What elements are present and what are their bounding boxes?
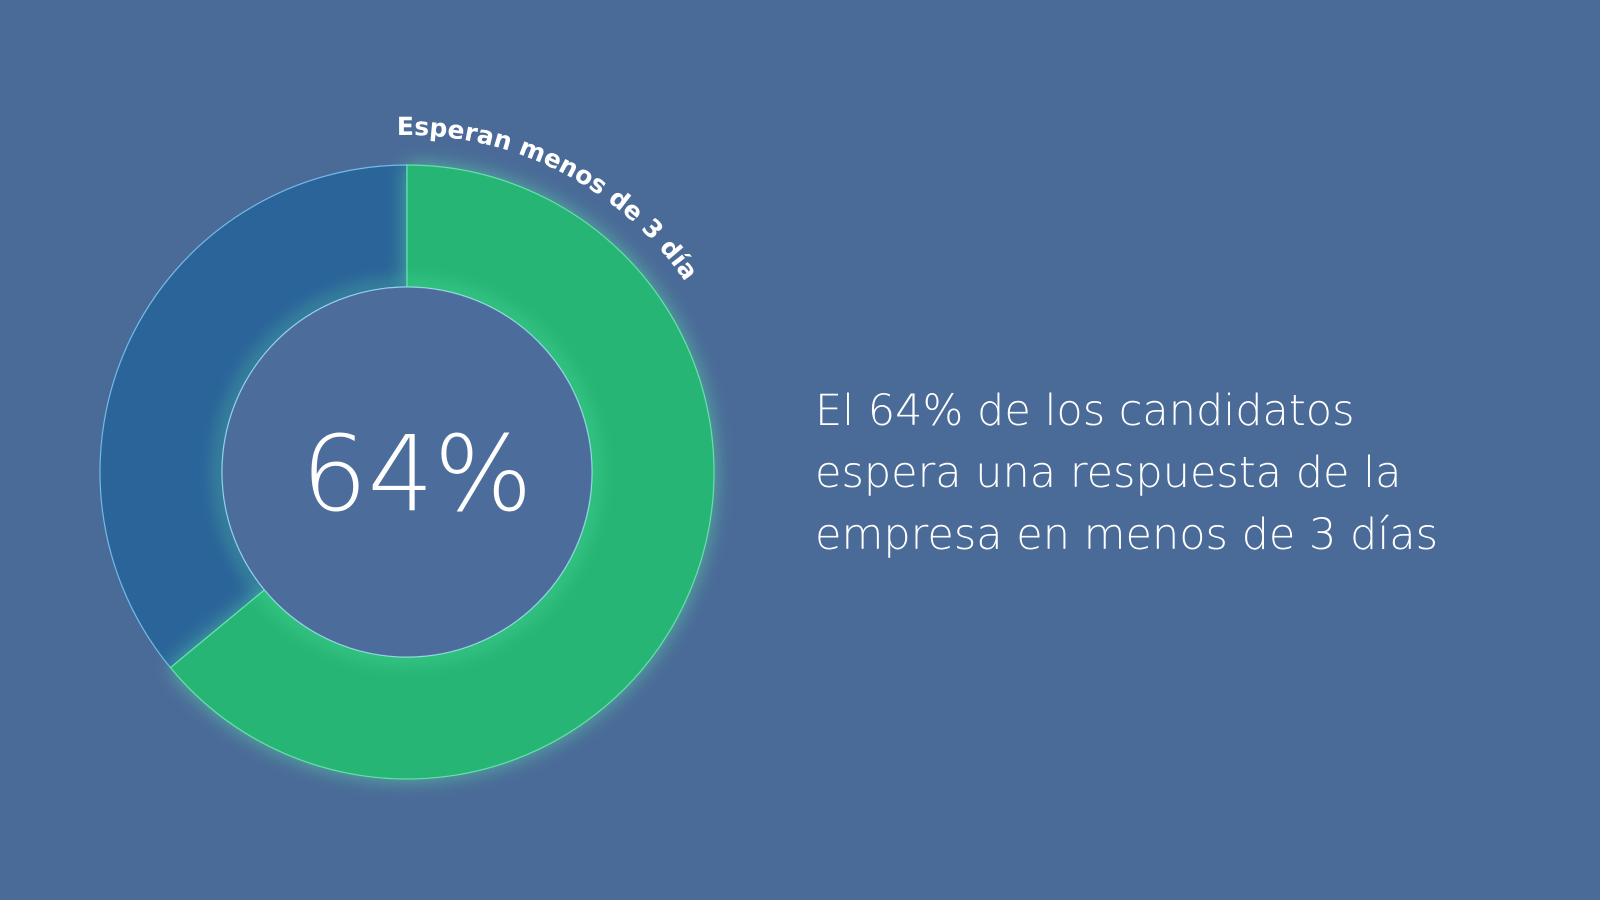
donut-hole (221, 286, 593, 658)
donut-hole-glow (215, 280, 599, 664)
caption-line-2: espera una respuesta de la (815, 448, 1402, 498)
donut-chart: 64% Esperan menos de 3 días (0, 0, 715, 780)
caption-line-3: empresa en menos de 3 días (815, 510, 1439, 560)
center-value-label: 64% (301, 413, 532, 535)
caption-text: El 64% de los candidatos espera una resp… (815, 380, 1555, 566)
caption-line-1: El 64% de los candidatos (815, 386, 1355, 436)
